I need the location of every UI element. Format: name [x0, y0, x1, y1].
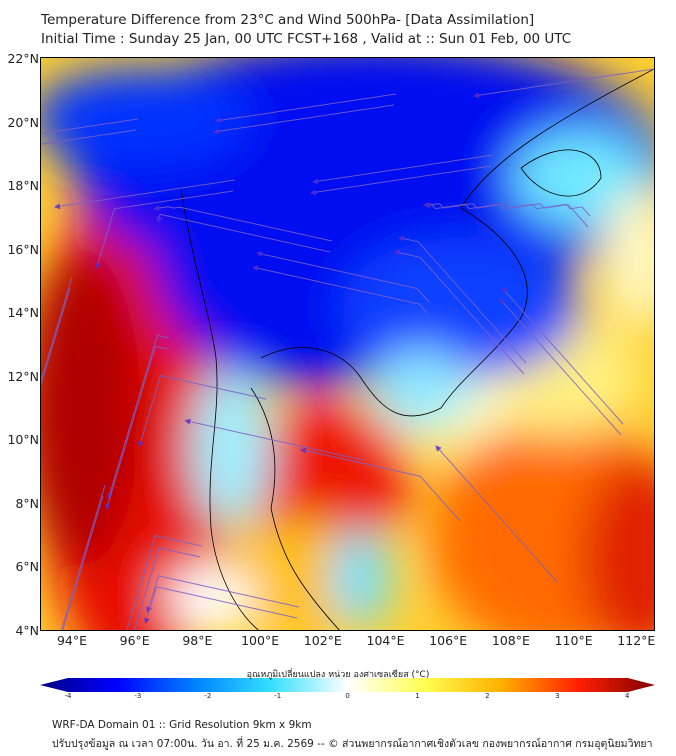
- streamline: [41, 276, 73, 383]
- colorbar-tick: 1: [415, 692, 420, 700]
- streamline: [137, 375, 267, 448]
- colorbar-tick: 2: [485, 692, 490, 700]
- streamline: [41, 118, 139, 135]
- lon-label: 106°E: [429, 633, 468, 648]
- colorbar-tick: -3: [134, 692, 142, 700]
- streamline: [215, 93, 397, 124]
- colorbar-tick: -4: [64, 692, 72, 700]
- colorbar-tick: 0: [345, 692, 350, 700]
- lon-label: 108°E: [491, 633, 530, 648]
- chart-title: Temperature Difference from 23°C and Win…: [41, 12, 535, 28]
- lon-label: 104°E: [366, 633, 405, 648]
- map-field: [41, 58, 654, 630]
- streamline: [501, 287, 624, 425]
- streamline: [213, 104, 395, 135]
- lat-label: 14°N: [7, 305, 39, 320]
- streamline: [156, 213, 331, 253]
- lon-label: 98°E: [182, 633, 213, 648]
- streamline: [255, 251, 430, 303]
- streamline: [473, 68, 654, 99]
- streamline: [95, 190, 234, 270]
- streamline: [62, 495, 104, 630]
- lat-label: 12°N: [7, 368, 39, 384]
- streamline: [252, 265, 428, 314]
- streamline: [422, 201, 591, 217]
- lat-label: 22°N: [7, 51, 39, 66]
- streamline: [435, 445, 558, 583]
- lon-label: 100°E: [241, 633, 280, 648]
- streamline: [133, 547, 201, 630]
- streamline: [312, 154, 494, 185]
- streamline: [184, 418, 364, 461]
- coastlines: [180, 68, 654, 630]
- lat-label: 8°N: [15, 495, 39, 511]
- lat-label: 16°N: [7, 241, 39, 257]
- streamline: [300, 447, 461, 522]
- lat-label: 10°N: [7, 432, 39, 447]
- lat-label: 20°N: [7, 114, 39, 130]
- lat-label: 4°N: [15, 622, 39, 638]
- streamline: [153, 205, 333, 242]
- colorbar-tick: -2: [204, 692, 212, 700]
- colorbar-tick: -1: [274, 692, 282, 700]
- streamline: [499, 298, 622, 436]
- colorbar-tick: 4: [624, 692, 630, 700]
- streamline: [424, 201, 589, 228]
- lat-label: 6°N: [15, 559, 39, 574]
- streamline: [144, 586, 298, 625]
- streamline: [146, 575, 300, 614]
- lon-label: 96°E: [119, 633, 150, 648]
- streamline: [54, 179, 236, 210]
- footer-line-2: ปรับปรุงข้อมูล ณ เวลา 07:00น. วัน อา. ที…: [52, 738, 653, 750]
- streamline: [104, 345, 168, 511]
- lat-label: 18°N: [7, 178, 39, 193]
- colorbar-label: อุณหภูมิเปลี่ยนแปลง หน่วย องศาเซลเซียส (…: [246, 670, 430, 680]
- lon-label: 112°E: [617, 633, 656, 648]
- lon-label: 110°E: [554, 633, 593, 648]
- colorbar-tick: 3: [555, 692, 560, 700]
- lon-label: 94°E: [56, 633, 88, 648]
- chart-subtitle: Initial Time : Sunday 25 Jan, 00 UTC FCS…: [41, 31, 572, 47]
- streamline: [397, 235, 527, 364]
- streamline: [60, 484, 106, 630]
- lon-label: 102°E: [303, 633, 342, 648]
- footer-line-1: WRF-DA Domain 01 :: Grid Resolution 9km …: [52, 719, 312, 731]
- streamline: [41, 129, 137, 145]
- streamline: [126, 535, 203, 630]
- streamline: [106, 334, 170, 500]
- streamline: [41, 287, 71, 387]
- temperature-map: [40, 57, 655, 631]
- streamline: [310, 165, 492, 196]
- wind-streamlines: [41, 58, 654, 630]
- streamline: [393, 249, 525, 375]
